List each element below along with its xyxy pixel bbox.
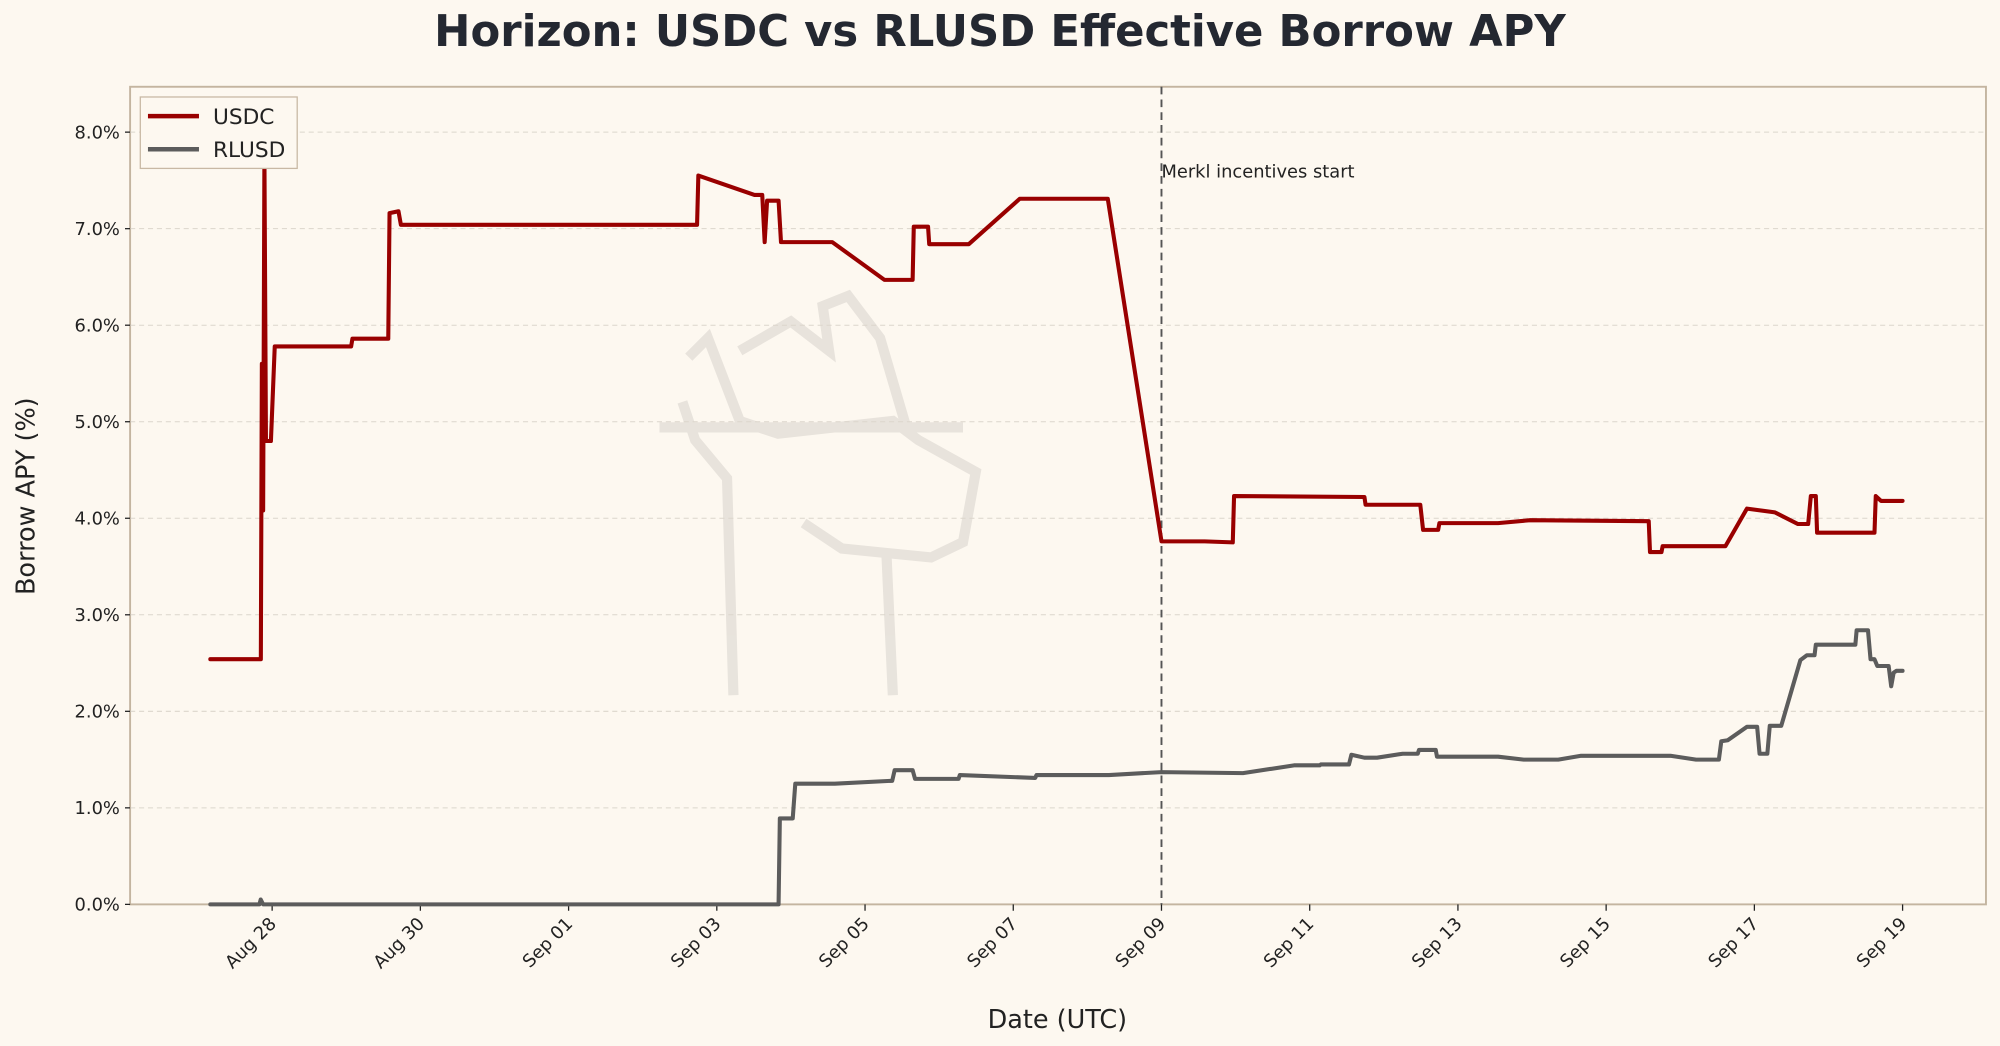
y-tick-label: 6.0%: [75, 316, 120, 337]
legend-label-usdc: USDC: [213, 105, 274, 130]
y-axis-ticks: 0.0% 1.0% 2.0% 3.0% 4.0% 5.0% 6.0% 7.0% 8.0%: [75, 123, 131, 916]
y-tick-label: 8.0%: [75, 123, 120, 144]
y-tick-label: 4.0%: [75, 509, 120, 530]
watermark-logo: [659, 289, 982, 696]
y-tick-label: 2.0%: [75, 702, 120, 723]
legend: USDC RLUSD: [139, 96, 298, 170]
y-tick-label: 0.0%: [75, 895, 120, 916]
x-axis-label: Date (UTC): [988, 1005, 1128, 1035]
y-tick-label: 1.0%: [75, 798, 120, 819]
chart-title: Horizon: USDC vs RLUSD Effective Borrow …: [434, 7, 1566, 57]
annotation-label: Merkl incentives start: [1161, 161, 1354, 182]
plot-area: [129, 85, 1987, 906]
y-tick-label: 5.0%: [75, 412, 120, 433]
y-axis-label: Borrow APY (%): [11, 397, 41, 595]
y-gridlines: [130, 131, 1986, 809]
legend-box: [139, 96, 298, 170]
y-tick-label: 7.0%: [75, 219, 120, 240]
series-line-rlusd: [208, 628, 1905, 907]
y-tick-label: 3.0%: [75, 605, 120, 626]
legend-label-rlusd: RLUSD: [213, 138, 285, 163]
series-lines: [208, 154, 1905, 907]
series-line-usdc: [208, 154, 1905, 662]
